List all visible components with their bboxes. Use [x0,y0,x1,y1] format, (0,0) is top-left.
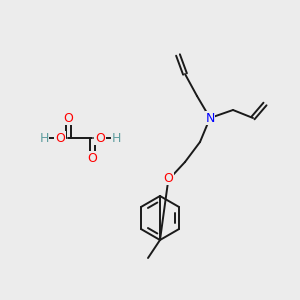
Text: N: N [205,112,215,124]
Text: O: O [95,131,105,145]
Text: O: O [163,172,173,184]
Text: H: H [39,131,49,145]
Text: O: O [55,131,65,145]
Text: O: O [87,152,97,164]
Text: O: O [63,112,73,124]
Text: H: H [111,131,121,145]
